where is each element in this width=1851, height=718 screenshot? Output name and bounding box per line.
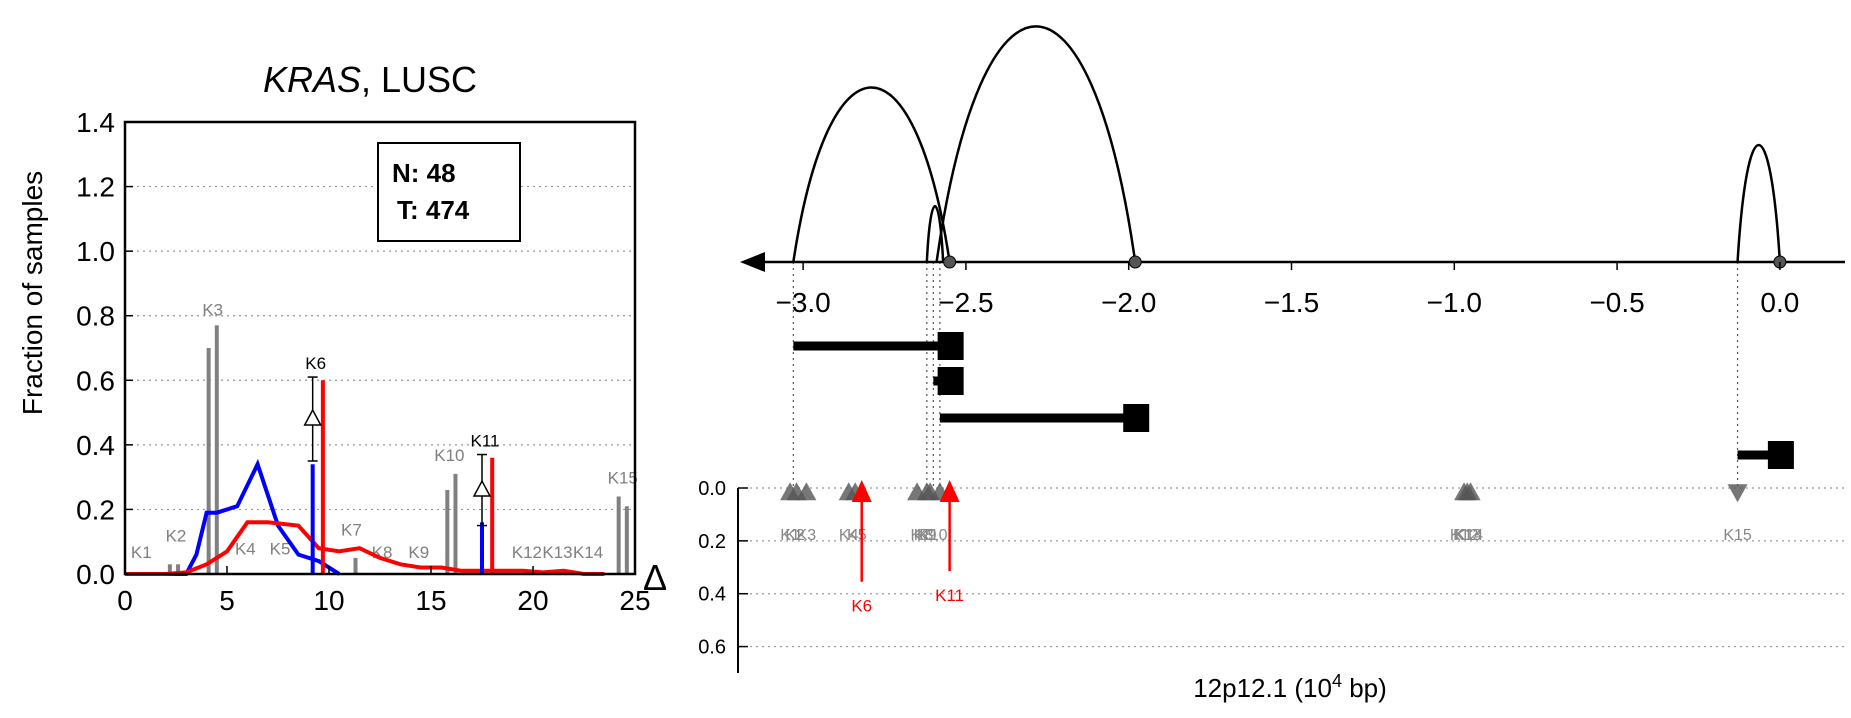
splice-arc bbox=[925, 205, 945, 263]
kmer-label: K7 bbox=[911, 527, 931, 544]
highlighted-kmer-label: K11 bbox=[471, 432, 500, 451]
y-tick-label: 0.0 bbox=[76, 559, 115, 590]
kmer-bar-label: K15 bbox=[608, 469, 638, 488]
delta-tick-label: 0.2 bbox=[698, 531, 726, 553]
delta-tick-label: 0.0 bbox=[698, 478, 726, 500]
y-tick-label: 0.2 bbox=[76, 494, 115, 525]
kmer-label: K14 bbox=[1455, 527, 1484, 544]
delta-axis-label: Δ bbox=[643, 557, 667, 598]
highlight-kmer-label: K6 bbox=[851, 597, 872, 616]
genomic-x-tick-label: −2.5 bbox=[938, 287, 993, 318]
title-cohort: , LUSC bbox=[361, 59, 477, 100]
splice-arcs bbox=[792, 25, 1782, 263]
splice-arc bbox=[1736, 144, 1782, 263]
delta-marker bbox=[472, 479, 492, 497]
title-gene: KRAS bbox=[263, 59, 361, 100]
x-tick-label: 0 bbox=[117, 585, 133, 616]
delta-tick-label: 0.6 bbox=[698, 637, 726, 659]
kmer-bar-label: K12 bbox=[512, 543, 542, 562]
splice-arc bbox=[935, 25, 1137, 263]
kmer-label: K12 bbox=[1450, 527, 1479, 544]
normal-series-line bbox=[125, 458, 341, 576]
kmer-triangle bbox=[1727, 484, 1748, 503]
transcript-bars bbox=[793, 332, 1794, 469]
y-tick-label: 1.4 bbox=[76, 107, 115, 138]
kmer-label: K2 bbox=[785, 527, 805, 544]
highlighted-kmers: K6 K11 bbox=[303, 354, 500, 574]
left-axes: 0 5 10 15 20 25 0.0 0.2 0.4 0.6 0.8 1.0 1.2 1.4 bbox=[76, 107, 651, 616]
legend-tumor-count: T: 474 bbox=[397, 195, 470, 225]
kmer-label: K10 bbox=[919, 527, 948, 544]
left-chart-title: KRAS, LUSC bbox=[263, 59, 477, 100]
kmer-triangle bbox=[1460, 482, 1481, 501]
x-tick-label: 20 bbox=[517, 585, 548, 616]
y-tick-label: 0.8 bbox=[76, 301, 115, 332]
kmer-bar-label: K1 bbox=[131, 543, 152, 562]
genomic-x-tick-label: −3.0 bbox=[775, 287, 830, 318]
transcript-end-box bbox=[1123, 404, 1150, 432]
left-plot-frame bbox=[123, 120, 637, 576]
x-tick-label: 15 bbox=[415, 585, 446, 616]
kmer-bar-label: K4 bbox=[235, 540, 256, 559]
kmer-label: K15 bbox=[1723, 527, 1752, 544]
kmer-bar-label: K5 bbox=[270, 540, 291, 559]
highlight-arrow-head bbox=[851, 480, 872, 502]
splice-arc bbox=[792, 86, 951, 263]
genomic-x-tick-label: −0.5 bbox=[1589, 287, 1644, 318]
legend-box bbox=[377, 142, 521, 242]
arc-endpoint bbox=[943, 255, 957, 269]
delta-grid: 0.0 0.2 0.4 0.6 bbox=[698, 478, 1845, 673]
y-tick-label: 1.2 bbox=[76, 172, 115, 203]
highlight-arrow-head bbox=[939, 480, 960, 502]
left-y-axis-label: Fraction of samples bbox=[17, 171, 48, 415]
kmer-bar-label: K14 bbox=[573, 543, 603, 562]
x-tick-label: 10 bbox=[313, 585, 344, 616]
arc-endpoint bbox=[1128, 255, 1142, 269]
genomic-x-axis-label: 12p12.1 (104 bp) bbox=[1193, 671, 1387, 703]
kmer-label: K5 bbox=[847, 527, 867, 544]
delta-tick-label: 0.4 bbox=[698, 584, 726, 606]
kmer-label: K9 bbox=[917, 527, 937, 544]
kmer-label: K3 bbox=[797, 527, 817, 544]
transcript-end-box bbox=[937, 367, 964, 395]
tumor-series-line bbox=[125, 520, 605, 576]
genomic-x-tick-label: −2.0 bbox=[1101, 287, 1156, 318]
kmer-bar-label: K7 bbox=[341, 520, 362, 539]
x-tick-label: 5 bbox=[219, 585, 235, 616]
highlight-kmer-label: K11 bbox=[935, 586, 964, 605]
genomic-x-tick-label: 0.0 bbox=[1760, 287, 1799, 318]
guide-lines bbox=[792, 262, 1739, 488]
genomic-x-tick-label: −1.0 bbox=[1427, 287, 1482, 318]
kmer-bar-label: K2 bbox=[166, 527, 187, 546]
x-tick-label: 25 bbox=[619, 585, 650, 616]
strand-arrow-icon bbox=[740, 252, 765, 272]
kmer-label: K8 bbox=[914, 527, 934, 544]
y-tick-label: 0.4 bbox=[76, 430, 115, 461]
kmer-bar-label: K3 bbox=[202, 301, 223, 320]
kmer-label: K13 bbox=[1453, 527, 1482, 544]
kmer-label: K1 bbox=[780, 527, 800, 544]
genomic-track-chart: 0.0 0.2 0.4 0.6 −3.0 −2.5 −2.0 −1.5 −1.0 −0.5 0.0… bbox=[643, 25, 1845, 703]
legend-normal-count: N: 48 bbox=[392, 158, 456, 188]
sample-count-legend: N: 48 T: 474 bbox=[377, 142, 521, 242]
delta-marker bbox=[303, 408, 322, 426]
genomic-x-tick-label: −1.5 bbox=[1264, 287, 1319, 318]
kmer-label: K4 bbox=[839, 527, 859, 544]
genomic-axis: −3.0 −2.5 −2.0 −1.5 −1.0 −0.5 0.0 bbox=[740, 252, 1845, 318]
kmer-fraction-chart: KRAS, LUSC Fraction of samples K1 K2 K3 K4 K… bbox=[17, 59, 651, 616]
kmer-bar-label: K9 bbox=[408, 543, 429, 562]
transcript-end-box bbox=[1767, 441, 1794, 469]
y-tick-label: 1.0 bbox=[76, 236, 115, 267]
kmer-bar-label: K13 bbox=[542, 543, 572, 562]
kmer-triangle bbox=[796, 482, 817, 501]
highlighted-kmer-label: K6 bbox=[305, 354, 326, 373]
highlighted-kmer-arrows: K6 K11 bbox=[851, 480, 964, 616]
kmer-bar-label: K10 bbox=[434, 446, 464, 465]
transcript-end-box bbox=[937, 332, 964, 360]
y-tick-label: 0.6 bbox=[76, 365, 115, 396]
